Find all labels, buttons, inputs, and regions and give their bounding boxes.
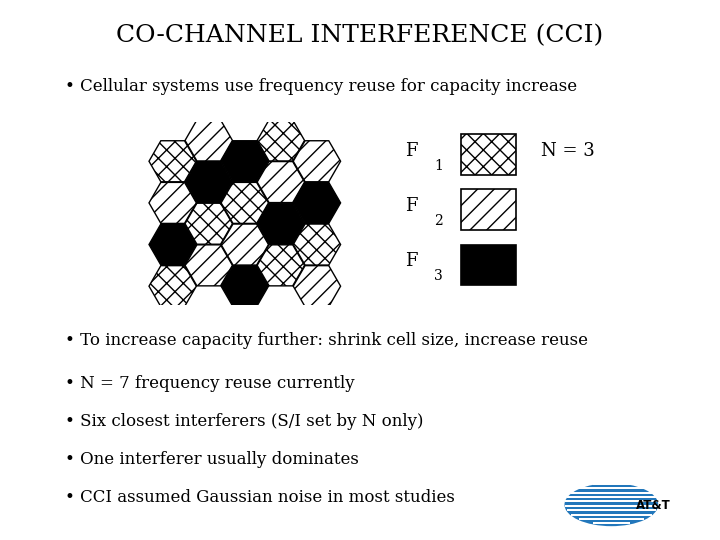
Bar <box>579 518 644 520</box>
Text: • Cellular systems use frequency reuse for capacity increase: • Cellular systems use frequency reuse f… <box>65 78 577 95</box>
Polygon shape <box>221 224 269 265</box>
Text: N = 3: N = 3 <box>541 142 595 160</box>
Polygon shape <box>221 266 269 307</box>
Bar <box>567 509 656 511</box>
Polygon shape <box>185 161 233 202</box>
Bar <box>571 514 652 516</box>
Text: • N = 7 frequency reuse currently: • N = 7 frequency reuse currently <box>65 375 354 392</box>
Text: 1: 1 <box>434 159 444 173</box>
Text: AT&T: AT&T <box>636 499 671 512</box>
Bar <box>564 505 658 507</box>
Polygon shape <box>257 120 305 161</box>
FancyBboxPatch shape <box>461 134 516 175</box>
Polygon shape <box>257 245 305 286</box>
Polygon shape <box>293 183 341 224</box>
Text: • To increase capacity further: shrink cell size, increase reuse: • To increase capacity further: shrink c… <box>65 332 588 349</box>
Polygon shape <box>185 203 233 244</box>
Polygon shape <box>149 141 197 182</box>
Text: F: F <box>405 142 418 160</box>
Polygon shape <box>149 224 197 265</box>
Text: • Six closest interferers (S/I set by N only): • Six closest interferers (S/I set by N … <box>65 413 423 430</box>
Text: F: F <box>405 252 418 270</box>
Polygon shape <box>293 224 341 265</box>
Text: CO-CHANNEL INTERFERENCE (CCI): CO-CHANNEL INTERFERENCE (CCI) <box>117 24 603 48</box>
Bar <box>571 491 652 494</box>
Text: 2: 2 <box>434 214 443 228</box>
Bar <box>593 483 630 485</box>
Polygon shape <box>257 161 305 202</box>
Polygon shape <box>293 266 341 307</box>
Polygon shape <box>221 183 269 224</box>
Text: 3: 3 <box>434 269 443 283</box>
Text: F: F <box>405 197 418 215</box>
FancyBboxPatch shape <box>461 245 516 285</box>
Polygon shape <box>185 245 233 286</box>
Bar <box>579 487 644 489</box>
Text: • One interferer usually dominates: • One interferer usually dominates <box>65 451 359 468</box>
Polygon shape <box>149 266 197 307</box>
Polygon shape <box>257 203 305 244</box>
Bar <box>564 501 658 502</box>
Bar <box>567 496 656 498</box>
Polygon shape <box>185 120 233 161</box>
FancyBboxPatch shape <box>461 190 516 230</box>
Circle shape <box>564 483 658 526</box>
Polygon shape <box>221 141 269 182</box>
Polygon shape <box>149 183 197 224</box>
Bar <box>593 522 630 524</box>
Polygon shape <box>293 141 341 182</box>
Text: • CCI assumed Gaussian noise in most studies: • CCI assumed Gaussian noise in most stu… <box>65 489 454 505</box>
